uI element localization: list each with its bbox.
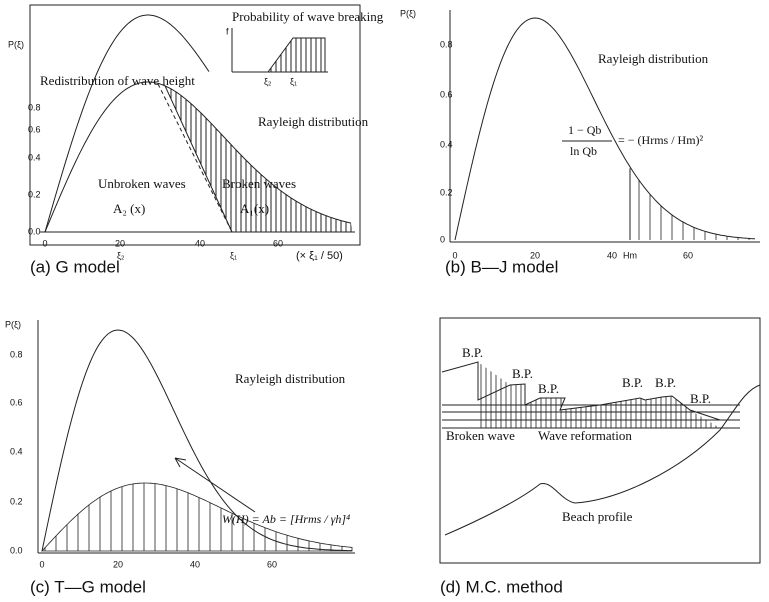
y-tick-label: 0.6 bbox=[10, 397, 23, 407]
label: ξ₁ bbox=[230, 250, 237, 260]
line bbox=[164, 85, 233, 233]
label: = − (Hrms / Hm)² bbox=[618, 133, 704, 147]
hatched-area bbox=[41, 482, 353, 552]
label: B.P. bbox=[462, 345, 483, 360]
x-tick-label: 40 bbox=[607, 250, 617, 260]
panel-frame bbox=[439, 317, 761, 564]
caption: (d) M.C. method bbox=[440, 577, 563, 596]
x-tick-label: 0 bbox=[452, 250, 457, 260]
y-tick-label: 0 bbox=[440, 234, 445, 244]
y-tick-label: 0.0 bbox=[10, 545, 23, 555]
y-tick-label: 0.2 bbox=[10, 496, 23, 506]
label: B.P. bbox=[655, 375, 676, 390]
y-tick-label: 0.4 bbox=[10, 446, 23, 456]
y-tick-label: 0.0 bbox=[28, 226, 41, 236]
y-tick-label: 0.8 bbox=[28, 102, 41, 112]
x-tick-label: 20 bbox=[115, 238, 125, 248]
x-tick-label: 40 bbox=[195, 238, 205, 248]
caption: (a) G model bbox=[30, 257, 120, 276]
y-label: P(ξ) bbox=[400, 8, 416, 18]
wave-hatch bbox=[478, 362, 720, 428]
label: ξ₂ bbox=[117, 250, 125, 260]
arrow bbox=[174, 457, 256, 513]
label: Rayleigh distribution bbox=[258, 114, 369, 129]
label: Rayleigh distribution bbox=[235, 371, 346, 386]
hatched-area bbox=[630, 168, 755, 240]
label: Beach profile bbox=[562, 509, 633, 524]
label: ξ₂ bbox=[264, 76, 272, 86]
x-tick-label: 60 bbox=[267, 559, 277, 569]
label: Wave reformation bbox=[538, 428, 632, 443]
y-tick-label: 0.6 bbox=[440, 89, 453, 99]
label: W(H) = Ab = [Hrms / γh]⁴ bbox=[222, 512, 350, 526]
label: f bbox=[226, 26, 229, 36]
y-tick-label: 0.4 bbox=[28, 152, 41, 162]
y-tick-label: 0.8 bbox=[440, 39, 453, 49]
label: 1 − Qb bbox=[568, 123, 601, 137]
label: (× ξ₁ / 50) bbox=[296, 250, 343, 262]
beach-profile bbox=[444, 384, 761, 536]
y-tick-label: 0.2 bbox=[28, 189, 41, 199]
label: Broken waves bbox=[222, 176, 296, 191]
x-tick-label: 0 bbox=[42, 238, 47, 248]
x-tick-label: 0 bbox=[39, 559, 44, 569]
drawing bbox=[29, 4, 761, 564]
x-tick-label: Hm bbox=[623, 250, 637, 260]
label: B.P. bbox=[538, 381, 559, 396]
label: ln Qb bbox=[570, 144, 597, 158]
label: B.P. bbox=[622, 375, 643, 390]
y-label: P(ξ) bbox=[5, 319, 21, 329]
x-tick-label: 40 bbox=[190, 559, 200, 569]
y-tick-label: 0.8 bbox=[10, 349, 23, 359]
x-tick-label: 20 bbox=[530, 250, 540, 260]
label: B.P. bbox=[512, 366, 533, 381]
x-tick-label: 20 bbox=[113, 559, 123, 569]
label: A₂ (x) bbox=[113, 201, 145, 216]
label: Rayleigh distribution bbox=[598, 51, 709, 66]
y-label: P(ξ) bbox=[8, 39, 24, 49]
label: Probability of wave breaking bbox=[232, 9, 384, 24]
caption: (c) T—G model bbox=[30, 577, 146, 596]
y-tick-label: 0.4 bbox=[440, 139, 453, 149]
label: Unbroken waves bbox=[98, 176, 186, 191]
label: Broken wave bbox=[446, 428, 515, 443]
hatched-area bbox=[267, 37, 326, 73]
hatched-area bbox=[165, 85, 352, 232]
y-tick-label: 0.6 bbox=[28, 124, 41, 134]
x-tick-label: 60 bbox=[683, 250, 693, 260]
label: Redistribution of wave height bbox=[40, 73, 195, 88]
curve bbox=[44, 14, 210, 233]
label: A₁(x) bbox=[240, 201, 269, 216]
caption: (b) B—J model bbox=[445, 257, 558, 276]
y-tick-label: 0.2 bbox=[440, 187, 453, 197]
label: B.P. bbox=[690, 391, 711, 406]
x-tick-label: 60 bbox=[273, 238, 283, 248]
label: ξ₁ bbox=[290, 76, 297, 86]
panel-frame bbox=[29, 4, 361, 246]
